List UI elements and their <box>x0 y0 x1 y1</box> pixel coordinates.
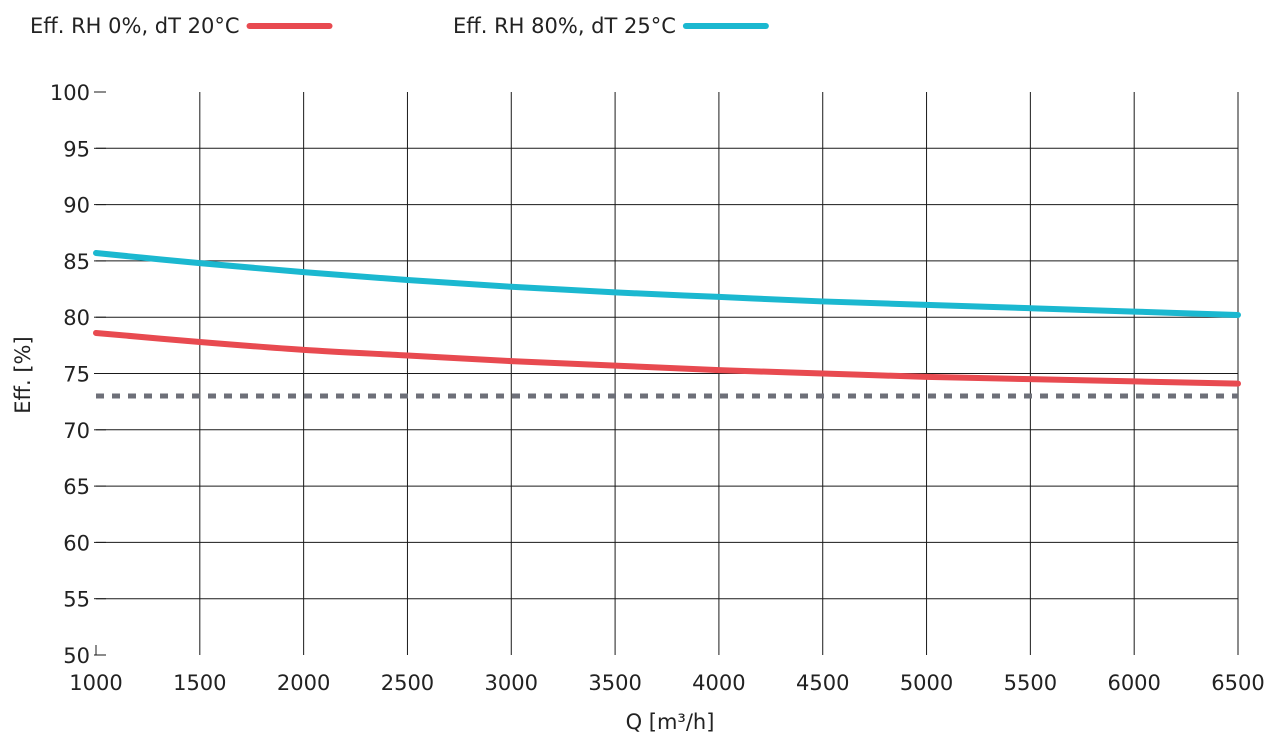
x-tick-label: 5000 <box>900 671 953 695</box>
y-tick-label: 75 <box>63 363 90 387</box>
x-tick-label: 1500 <box>173 671 226 695</box>
y-tick-label: 90 <box>63 194 90 218</box>
x-tick-label: 5500 <box>1004 671 1057 695</box>
y-tick-label: 95 <box>63 137 90 161</box>
y-tick-label: 50 <box>63 644 90 668</box>
y-tick-label: 70 <box>63 419 90 443</box>
x-axis-title: Q [m³/h] <box>626 710 715 734</box>
series-line-1 <box>93 329 1241 387</box>
y-tick-label: 100 <box>50 81 90 105</box>
x-tick-label: 6500 <box>1211 671 1264 695</box>
x-tick-label: 6000 <box>1107 671 1160 695</box>
tick-labels: 50 55 60 65 70 75 80 85 90 95 100 1000 1500 2000 2500 3… <box>50 81 1265 695</box>
x-tick-label: 3500 <box>588 671 641 695</box>
series-group <box>93 250 1241 399</box>
x-tick-label: 3000 <box>485 671 538 695</box>
legend-label-1: Eff. RH 0%, dT 20°C <box>30 14 240 38</box>
x-tick-label: 4000 <box>692 671 745 695</box>
origin-corner-mark <box>95 645 106 656</box>
y-axis-title: Eff. [%] <box>11 336 35 413</box>
x-tick-label: 1000 <box>69 671 122 695</box>
x-tick-label: 2000 <box>277 671 330 695</box>
y-tick-label: 80 <box>63 306 90 330</box>
x-tick-label: 4500 <box>796 671 849 695</box>
y-tick-label: 85 <box>63 250 90 274</box>
grid <box>94 91 1239 656</box>
series-line-2 <box>93 250 1241 318</box>
y-tick-label: 60 <box>63 531 90 555</box>
x-tick-label: 2500 <box>381 671 434 695</box>
y-tick-label: 65 <box>63 475 90 499</box>
legend-label-2: Eff. RH 80%, dT 25°C <box>453 14 676 38</box>
legend: Eff. RH 0%, dT 20°C Eff. RH 80%, dT 25°C <box>30 14 769 38</box>
y-tick-label: 55 <box>63 588 90 612</box>
